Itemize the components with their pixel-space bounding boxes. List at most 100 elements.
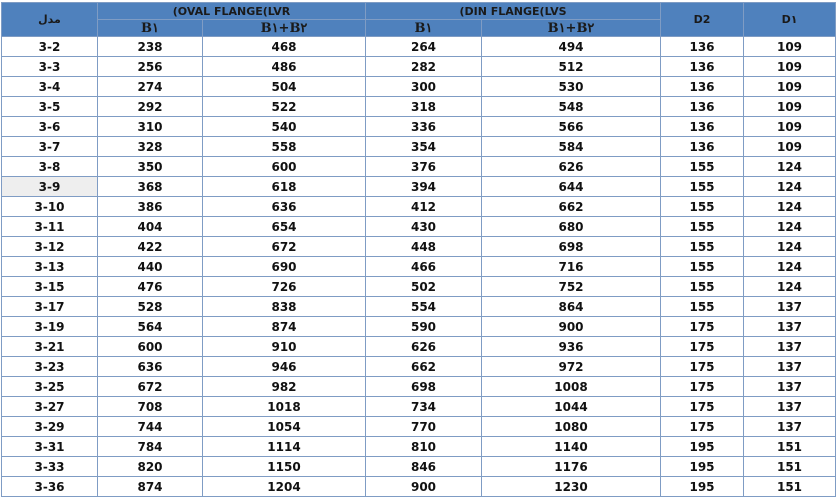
cell-model: 3-5: [1, 96, 98, 117]
cell-model: 3-33: [1, 456, 98, 477]
cell-din-b1b2: 680: [481, 216, 661, 237]
cell-din-b1b2: 530: [481, 76, 661, 97]
cell-oval-b1b2: 600: [202, 156, 366, 177]
cell-oval-b1b2: 486: [202, 56, 366, 77]
cell-model: 3-3: [1, 56, 98, 77]
cell-din-b1: 662: [365, 356, 482, 377]
cell-din-b1: 318: [365, 96, 482, 117]
cell-d1: 137: [743, 396, 836, 417]
cell-din-b1b2: 1230: [481, 476, 661, 497]
cell-oval-b1: 256: [97, 56, 203, 77]
cell-d2: 155: [660, 216, 744, 237]
cell-model: 3-9: [1, 176, 98, 197]
cell-d2: 155: [660, 156, 744, 177]
header-d2: D2: [660, 2, 744, 37]
table-row: 3-15 476 726 502 752 155 124: [1, 276, 836, 297]
table-row: 3-25 672 982 698 1008 175 137: [1, 376, 836, 397]
cell-d2: 175: [660, 336, 744, 357]
cell-oval-b1b2: 1114: [202, 436, 366, 457]
cell-d1: 124: [743, 276, 836, 297]
cell-din-b1b2: 1176: [481, 456, 661, 477]
cell-model: 3-6: [1, 116, 98, 137]
cell-din-b1: 554: [365, 296, 482, 317]
table-row: 3-23 636 946 662 972 175 137: [1, 356, 836, 377]
cell-din-b1b2: 584: [481, 136, 661, 157]
cell-oval-b1: 368: [97, 176, 203, 197]
cell-din-b1: 810: [365, 436, 482, 457]
cell-d1: 137: [743, 416, 836, 437]
cell-model: 3-27: [1, 396, 98, 417]
cell-d1: 124: [743, 196, 836, 217]
table-row: 3-4 274 504 300 530 136 109: [1, 76, 836, 97]
cell-d1: 137: [743, 296, 836, 317]
cell-oval-b1: 820: [97, 456, 203, 477]
cell-din-b1b2: 494: [481, 36, 661, 57]
cell-oval-b1: 404: [97, 216, 203, 237]
cell-din-b1: 354: [365, 136, 482, 157]
cell-model: 3-12: [1, 236, 98, 257]
cell-oval-b1b2: 540: [202, 116, 366, 137]
cell-din-b1b2: 644: [481, 176, 661, 197]
table-row: 3-12 422 672 448 698 155 124: [1, 236, 836, 257]
cell-din-b1b2: 1140: [481, 436, 661, 457]
cell-din-b1b2: 1044: [481, 396, 661, 417]
cell-d1: 151: [743, 436, 836, 457]
cell-oval-b1: 422: [97, 236, 203, 257]
table-row: 3-10 386 636 412 662 155 124: [1, 196, 836, 217]
cell-oval-b1: 238: [97, 36, 203, 57]
cell-d2: 175: [660, 376, 744, 397]
cell-din-b1: 300: [365, 76, 482, 97]
cell-oval-b1b2: 946: [202, 356, 366, 377]
cell-d2: 155: [660, 256, 744, 277]
cell-din-b1b2: 548: [481, 96, 661, 117]
cell-d2: 136: [660, 136, 744, 157]
cell-din-b1: 412: [365, 196, 482, 217]
cell-d2: 175: [660, 316, 744, 337]
cell-model: 3-25: [1, 376, 98, 397]
header-din-b1b2: B۱+B۲: [481, 19, 661, 37]
cell-din-b1b2: 566: [481, 116, 661, 137]
header-din-flange: (DIN FLANGE(LVS: [365, 2, 661, 20]
cell-oval-b1: 672: [97, 376, 203, 397]
cell-din-b1b2: 698: [481, 236, 661, 257]
cell-din-b1b2: 1008: [481, 376, 661, 397]
cell-oval-b1: 784: [97, 436, 203, 457]
cell-oval-b1: 874: [97, 476, 203, 497]
cell-din-b1b2: 752: [481, 276, 661, 297]
cell-d2: 175: [660, 416, 744, 437]
cell-din-b1b2: 864: [481, 296, 661, 317]
cell-model: 3-23: [1, 356, 98, 377]
cell-din-b1b2: 900: [481, 316, 661, 337]
table-row: 3-21 600 910 626 936 175 137: [1, 336, 836, 357]
header-oval-flange: (OVAL FLANGE(LVR: [97, 2, 366, 20]
cell-d1: 124: [743, 156, 836, 177]
cell-d2: 136: [660, 36, 744, 57]
cell-din-b1: 448: [365, 236, 482, 257]
cell-d1: 109: [743, 136, 836, 157]
table-row: 3-5 292 522 318 548 136 109: [1, 96, 836, 117]
cell-d2: 195: [660, 456, 744, 477]
table-row: 3-31 784 1114 810 1140 195 151: [1, 436, 836, 457]
cell-din-b1: 336: [365, 116, 482, 137]
cell-oval-b1b2: 618: [202, 176, 366, 197]
cell-oval-b1b2: 504: [202, 76, 366, 97]
cell-oval-b1: 636: [97, 356, 203, 377]
cell-d1: 109: [743, 116, 836, 137]
cell-din-b1b2: 626: [481, 156, 661, 177]
table-row: 3-7 328 558 354 584 136 109: [1, 136, 836, 157]
table-row: 3-17 528 838 554 864 155 137: [1, 296, 836, 317]
cell-din-b1b2: 936: [481, 336, 661, 357]
cell-model: 3-4: [1, 76, 98, 97]
cell-model: 3-31: [1, 436, 98, 457]
cell-oval-b1: 386: [97, 196, 203, 217]
cell-d2: 175: [660, 356, 744, 377]
cell-d1: 124: [743, 176, 836, 197]
table-row: 3-2 238 468 264 494 136 109: [1, 36, 836, 57]
cell-din-b1: 466: [365, 256, 482, 277]
cell-d1: 109: [743, 96, 836, 117]
cell-oval-b1b2: 1018: [202, 396, 366, 417]
cell-oval-b1: 528: [97, 296, 203, 317]
cell-oval-b1b2: 874: [202, 316, 366, 337]
cell-din-b1: 282: [365, 56, 482, 77]
